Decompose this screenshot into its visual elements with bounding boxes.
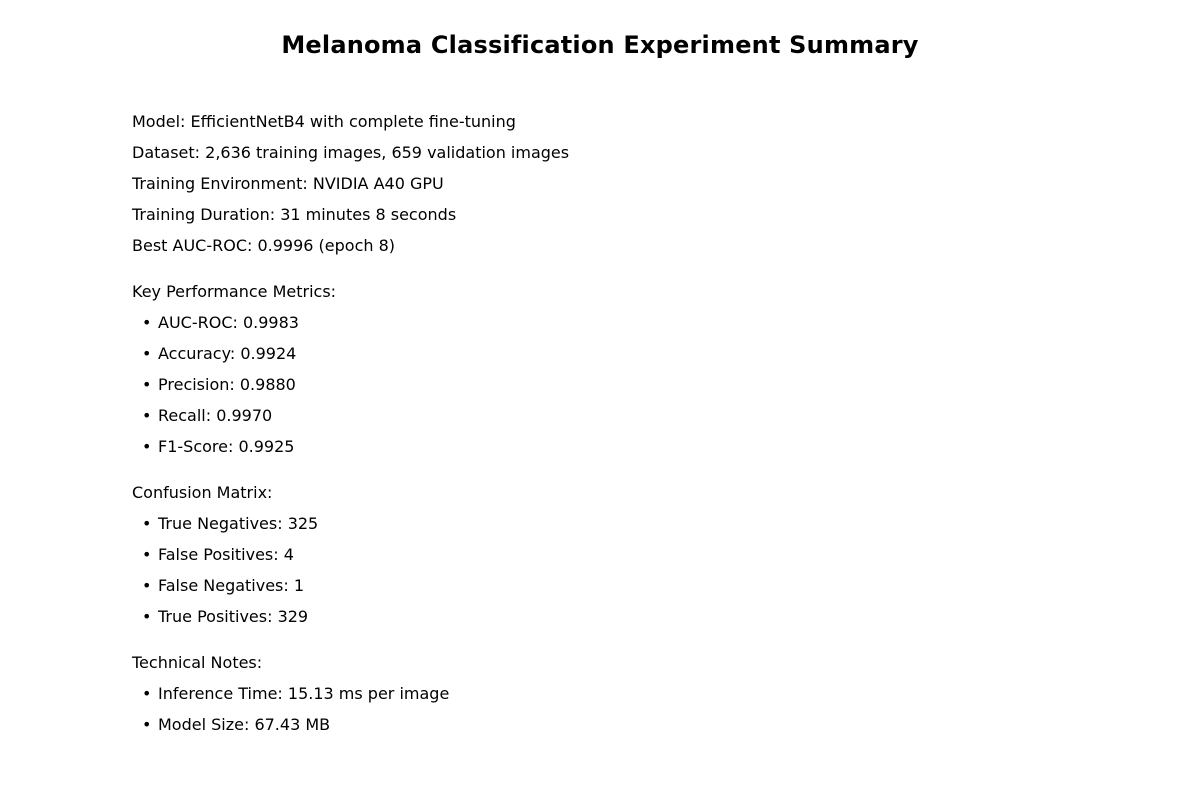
bullet-icon: • [142, 375, 152, 394]
confusion-item: • True Positives: 329 [132, 607, 569, 638]
bullet-icon: • [142, 607, 152, 626]
metric-item: • Accuracy: 0.9924 [132, 344, 569, 375]
overview-dataset: Dataset: 2,636 training images, 659 vali… [132, 143, 570, 162]
metric-item: • Precision: 0.9880 [132, 375, 569, 406]
metric-item: • F1-Score: 0.9925 [132, 437, 569, 468]
bullet-icon: • [142, 715, 152, 734]
metric-item: • AUC-ROC: 0.9983 [132, 313, 569, 344]
confusion-heading: Confusion Matrix: [132, 483, 273, 502]
metric-text: Precision: 0.9880 [158, 375, 296, 394]
confusion-text: True Negatives: 325 [158, 514, 319, 533]
confusion-item: • False Positives: 4 [132, 545, 569, 576]
summary-content: Model: EfficientNetB4 with complete fine… [132, 112, 569, 746]
confusion-text: True Positives: 329 [158, 607, 309, 626]
section-gap [132, 638, 569, 653]
note-item: • Inference Time: 15.13 ms per image [132, 684, 569, 715]
bullet-icon: • [142, 545, 152, 564]
notes-heading: Technical Notes: [132, 653, 263, 672]
metrics-heading: Key Performance Metrics: [132, 282, 337, 301]
confusion-item: • True Negatives: 325 [132, 514, 569, 545]
overview-duration: Training Duration: 31 minutes 8 seconds [132, 205, 457, 224]
overview-best-auc: Best AUC-ROC: 0.9996 (epoch 8) [132, 236, 396, 255]
confusion-text: False Negatives: 1 [158, 576, 305, 595]
metric-text: F1-Score: 0.9925 [158, 437, 295, 456]
bullet-icon: • [142, 344, 152, 363]
section-gap [132, 267, 569, 282]
confusion-text: False Positives: 4 [158, 545, 294, 564]
bullet-icon: • [142, 576, 152, 595]
metric-text: Recall: 0.9970 [158, 406, 273, 425]
note-text: Inference Time: 15.13 ms per image [158, 684, 450, 703]
note-text: Model Size: 67.43 MB [158, 715, 331, 734]
metric-text: Accuracy: 0.9924 [158, 344, 297, 363]
bullet-icon: • [142, 406, 152, 425]
bullet-icon: • [142, 514, 152, 533]
metric-text: AUC-ROC: 0.9983 [158, 313, 299, 332]
section-gap [132, 468, 569, 483]
page-title: Melanoma Classification Experiment Summa… [281, 31, 919, 59]
confusion-item: • False Negatives: 1 [132, 576, 569, 607]
bullet-icon: • [142, 437, 152, 456]
note-item: • Model Size: 67.43 MB [132, 715, 569, 746]
bullet-icon: • [142, 313, 152, 332]
bullet-icon: • [142, 684, 152, 703]
overview-model: Model: EfficientNetB4 with complete fine… [132, 112, 516, 131]
metric-item: • Recall: 0.9970 [132, 406, 569, 437]
overview-environment: Training Environment: NVIDIA A40 GPU [132, 174, 444, 193]
